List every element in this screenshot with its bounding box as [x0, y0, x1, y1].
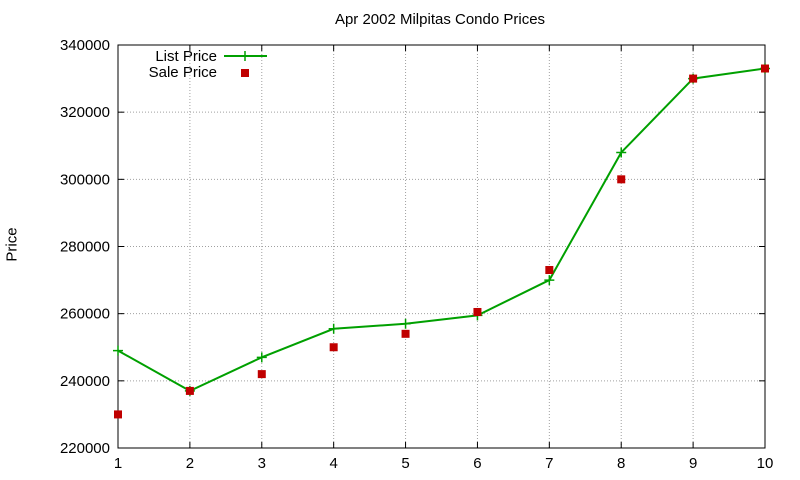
x-tick-label: 10 — [757, 455, 774, 472]
data-point-square — [689, 74, 698, 83]
x-tick-label: 7 — [545, 455, 553, 472]
x-tick-label: 4 — [329, 455, 337, 472]
series-list-price — [113, 63, 770, 396]
x-tick-label: 2 — [186, 455, 194, 472]
legend-label: Sale Price — [149, 64, 217, 81]
legend-swatch-marker — [240, 51, 250, 61]
data-point-square — [114, 410, 122, 419]
data-point-square — [329, 343, 338, 352]
y-axis-ticks: 220000 240000 260000 280000 300000 320000 3400… — [60, 37, 765, 457]
x-tick-label: 3 — [258, 455, 266, 472]
y-tick-label: 340000 — [60, 37, 110, 54]
x-tick-label: 6 — [473, 455, 481, 472]
data-point-square — [617, 175, 626, 184]
y-tick-label: 240000 — [60, 373, 110, 390]
data-point-square — [545, 266, 554, 275]
y-tick-label: 300000 — [60, 171, 110, 188]
x-tick-label: 5 — [401, 455, 409, 472]
data-point-plus — [256, 352, 267, 363]
series-line — [117, 67, 766, 393]
y-tick-label: 280000 — [60, 239, 110, 256]
data-point-square — [257, 370, 266, 379]
chart-title: Apr 2002 Milpitas Condo Prices — [334, 11, 546, 28]
data-point-plus — [113, 345, 123, 356]
data-point-plus — [616, 147, 627, 158]
data-point-plus — [400, 318, 411, 329]
data-point-plus — [328, 323, 339, 334]
legend-swatch-marker — [241, 69, 249, 77]
legend-label: List Price — [155, 48, 217, 65]
data-point-square — [473, 307, 482, 316]
x-tick-label: 8 — [617, 455, 625, 472]
y-tick-label: 260000 — [60, 306, 110, 323]
grid-lines — [118, 45, 765, 448]
x-tick-label: 9 — [689, 455, 697, 472]
y-tick-label: 220000 — [60, 440, 110, 457]
data-point-plus — [544, 275, 555, 286]
data-point-square — [761, 64, 769, 73]
series-sale-price — [114, 64, 769, 419]
data-point-square — [185, 386, 194, 395]
x-tick-label: 1 — [114, 455, 122, 472]
data-series — [113, 63, 770, 419]
y-tick-label: 320000 — [60, 104, 110, 121]
x-axis-ticks: 1 2 3 4 5 6 7 8 9 10 — [114, 45, 774, 472]
data-point-square — [401, 329, 410, 338]
